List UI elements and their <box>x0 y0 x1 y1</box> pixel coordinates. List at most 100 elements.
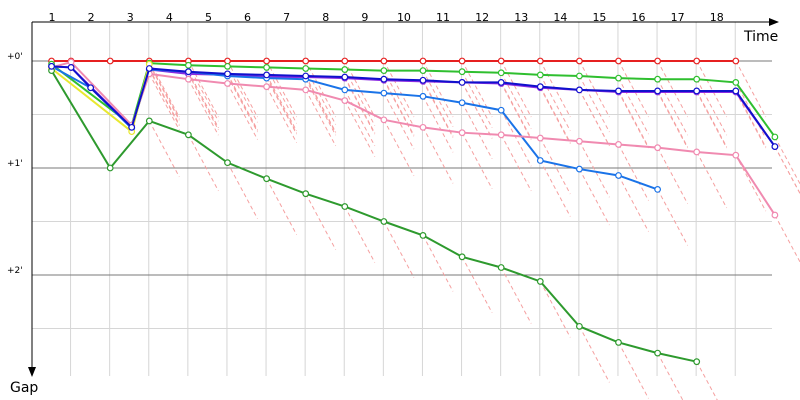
projection-line <box>696 151 728 209</box>
y-axis-title: Gap <box>10 380 38 396</box>
data-point <box>87 84 95 92</box>
projection-line <box>539 87 571 144</box>
data-point <box>693 57 701 65</box>
series-group <box>48 62 779 151</box>
series-group <box>48 62 661 193</box>
projection-line <box>344 89 376 147</box>
data-point <box>771 211 779 219</box>
data-point <box>615 141 622 148</box>
data-point <box>263 175 271 183</box>
data-point <box>419 57 427 65</box>
projection-line <box>500 72 532 130</box>
data-point <box>693 148 701 156</box>
projection-line <box>618 144 649 201</box>
data-point <box>615 172 622 179</box>
projection-line <box>344 206 376 263</box>
x-tick-label: 14 <box>553 11 567 24</box>
projection-line <box>344 100 376 157</box>
data-point <box>497 78 505 86</box>
x-tick-label: 17 <box>671 11 685 24</box>
projection-line <box>774 136 800 185</box>
data-point <box>302 65 310 72</box>
series-group <box>48 67 701 366</box>
projection-line <box>305 89 337 147</box>
data-point <box>184 131 192 139</box>
data-point <box>106 57 114 65</box>
data-point <box>536 157 544 164</box>
projection-line <box>187 78 219 136</box>
projection-line <box>735 60 767 118</box>
data-point <box>263 57 271 65</box>
data-point <box>693 358 701 366</box>
data-point <box>341 97 349 104</box>
data-point <box>302 86 310 94</box>
x-tick-label: 10 <box>397 11 411 24</box>
data-point <box>576 322 583 330</box>
projection-line <box>383 119 415 177</box>
projection-line <box>266 76 298 134</box>
data-point <box>771 133 779 141</box>
data-point <box>224 80 231 87</box>
projection-line <box>461 256 493 314</box>
projection-line <box>227 83 258 140</box>
projection-line <box>500 109 532 167</box>
projection-line <box>266 86 298 143</box>
data-point <box>693 75 701 83</box>
projection-line <box>305 76 337 134</box>
y-tick-label: +2' <box>7 266 23 276</box>
data-point <box>419 232 427 239</box>
x-tick-label: 15 <box>592 11 606 24</box>
projection-line <box>774 146 800 195</box>
data-point <box>458 68 466 76</box>
projection-line <box>148 69 180 126</box>
projection-line <box>305 193 337 250</box>
projection-line <box>422 96 454 153</box>
data-point <box>341 73 349 81</box>
projection-line <box>148 73 180 131</box>
data-point <box>497 131 505 139</box>
projection-line <box>657 91 689 149</box>
data-point <box>497 57 505 65</box>
x-tick-label: 12 <box>475 11 489 24</box>
data-point <box>536 83 544 91</box>
projection-line <box>539 281 571 338</box>
projection-line <box>187 73 219 131</box>
vertical-grid <box>70 22 736 376</box>
projection-line <box>657 189 689 246</box>
projection-line <box>539 86 571 143</box>
projection-line <box>383 92 415 150</box>
data-point <box>302 57 310 65</box>
data-point <box>380 67 388 75</box>
data-point <box>341 66 349 73</box>
data-point <box>497 264 505 271</box>
projection-line <box>657 90 689 148</box>
projection-line <box>148 62 180 120</box>
data-point <box>615 339 622 346</box>
data-point <box>732 151 740 159</box>
data-point <box>145 65 153 72</box>
data-point <box>536 71 544 79</box>
data-point <box>224 159 231 167</box>
data-point <box>693 87 701 95</box>
x-tick-label: 1 <box>49 11 56 24</box>
projection-line <box>148 120 180 178</box>
projection-line <box>266 60 298 118</box>
projection-line <box>578 60 610 118</box>
projection-line <box>227 75 258 133</box>
data-point <box>576 137 583 145</box>
x-tick-label: 3 <box>127 11 134 24</box>
x-tick-label: 2 <box>88 11 95 24</box>
data-point <box>380 116 388 124</box>
projection-line <box>422 80 454 137</box>
y-tick-labels: +0' +1' +2' <box>7 52 23 276</box>
data-point <box>302 72 310 80</box>
projection-line <box>227 162 258 219</box>
data-point <box>732 78 740 86</box>
projection-line <box>500 60 532 118</box>
projection-line <box>578 89 610 147</box>
projection-line <box>383 80 415 137</box>
x-tick-label: 7 <box>283 11 290 24</box>
projection-line <box>539 137 571 195</box>
projection-line <box>344 76 376 134</box>
data-point <box>458 129 466 137</box>
